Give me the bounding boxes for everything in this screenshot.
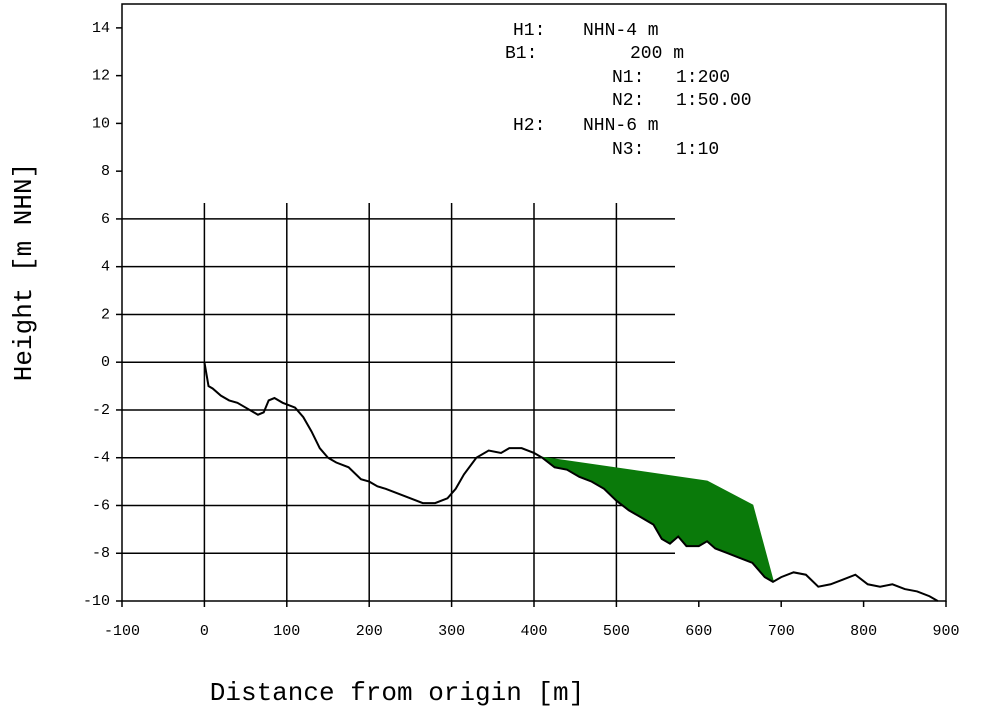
- y-axis-label: Height [m NHN]: [9, 163, 39, 381]
- annotation-label: H1:: [513, 21, 545, 41]
- annotation-value: 1:200: [676, 68, 730, 88]
- annotation-value: 200 m: [630, 44, 684, 64]
- x-tick-label: 300: [438, 623, 465, 640]
- x-axis-label: Distance from origin [m]: [210, 678, 584, 708]
- annotation-value: 1:10: [676, 140, 719, 160]
- x-tick-label: 0: [200, 623, 209, 640]
- x-tick-label: 600: [685, 623, 712, 640]
- y-tick-label: 6: [101, 211, 110, 228]
- y-tick-label: -6: [92, 497, 110, 514]
- y-tick-label: -8: [92, 545, 110, 562]
- cut-area: [542, 457, 773, 582]
- annotation-label: B1:: [505, 44, 537, 64]
- y-tick-label: 14: [92, 20, 110, 37]
- y-tick-label: 4: [101, 259, 110, 276]
- x-tick-label: 700: [768, 623, 795, 640]
- x-tick-label: 800: [850, 623, 877, 640]
- y-tick-label: 0: [101, 354, 110, 371]
- y-tick-label: 10: [92, 115, 110, 132]
- x-tick-label: -100: [104, 623, 140, 640]
- annotation-label: N1:: [612, 68, 644, 88]
- x-tick-label: 100: [273, 623, 300, 640]
- cut-edge: [542, 456, 774, 583]
- annotation-label: H2:: [513, 116, 545, 136]
- annotation-label: N3:: [612, 140, 644, 160]
- annotation-value: NHN-6 m: [583, 116, 659, 136]
- terrain-line: [203, 362, 939, 602]
- annotation-label: N2:: [612, 91, 644, 111]
- y-tick-label: 2: [101, 306, 110, 323]
- y-tick-label: 12: [92, 68, 110, 85]
- annotation-value: NHN-4 m: [583, 21, 659, 41]
- annotation-value: 1:50.00: [676, 91, 752, 111]
- y-tick-label: -2: [92, 402, 110, 419]
- x-tick-label: 900: [932, 623, 959, 640]
- x-tick-label: 400: [520, 623, 547, 640]
- y-tick-label: -10: [83, 593, 110, 610]
- y-tick-label: -4: [92, 450, 110, 467]
- x-tick-label: 200: [356, 623, 383, 640]
- x-tick-label: 500: [603, 623, 630, 640]
- y-tick-label: 8: [101, 163, 110, 180]
